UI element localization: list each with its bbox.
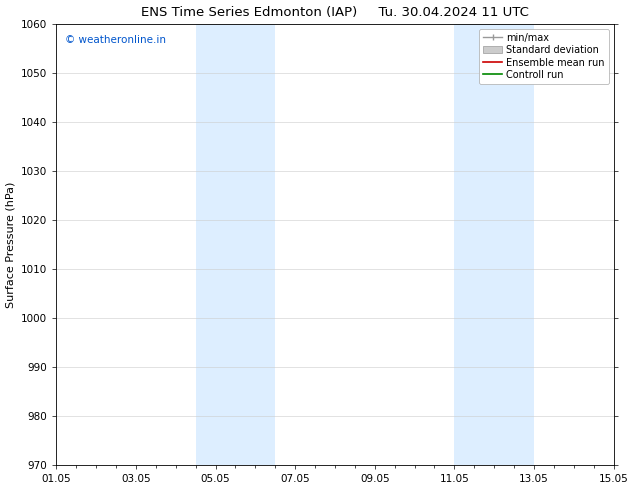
Text: © weatheronline.in: © weatheronline.in bbox=[65, 35, 165, 45]
Title: ENS Time Series Edmonton (IAP)     Tu. 30.04.2024 11 UTC: ENS Time Series Edmonton (IAP) Tu. 30.04… bbox=[141, 5, 529, 19]
Bar bbox=[196, 24, 275, 465]
Bar bbox=[455, 24, 534, 465]
Y-axis label: Surface Pressure (hPa): Surface Pressure (hPa) bbox=[6, 181, 16, 308]
Legend: min/max, Standard deviation, Ensemble mean run, Controll run: min/max, Standard deviation, Ensemble me… bbox=[479, 29, 609, 84]
